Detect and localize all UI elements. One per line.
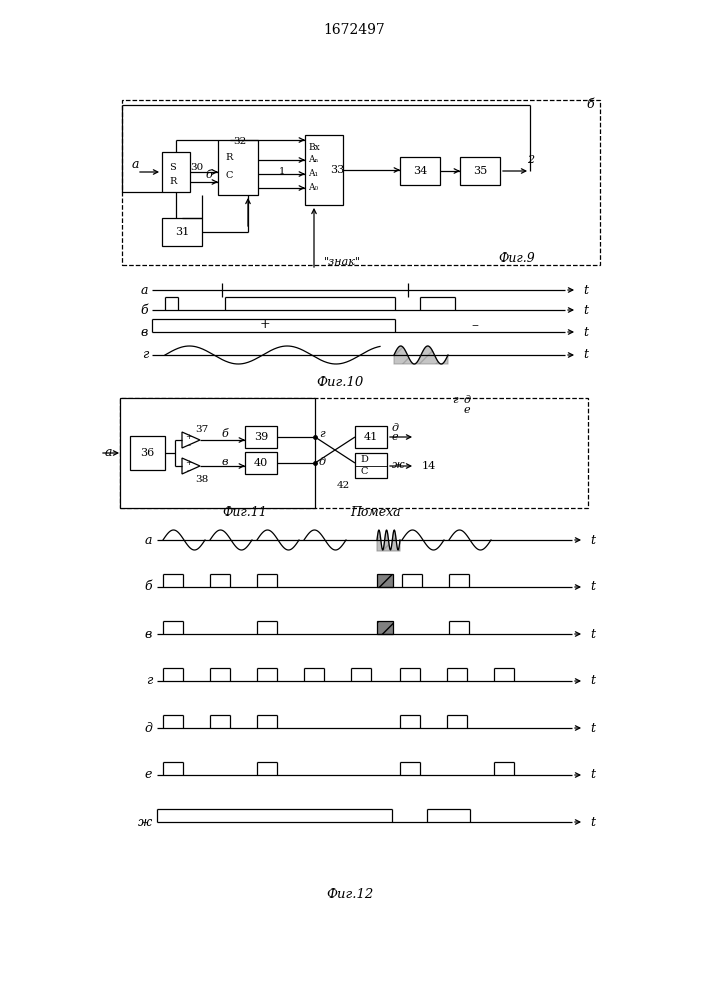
Text: 41: 41: [364, 432, 378, 442]
Text: t: t: [583, 304, 588, 316]
Bar: [245, 452, 277, 474]
Bar: [355, 426, 387, 448]
Text: A₀: A₀: [308, 184, 318, 192]
Text: 39: 39: [254, 432, 268, 442]
Text: 40: 40: [254, 458, 268, 468]
Text: +: +: [259, 318, 270, 332]
Text: б: б: [221, 429, 228, 439]
Text: б: б: [205, 170, 212, 180]
Text: +: +: [185, 459, 192, 467]
Bar: [130, 436, 165, 470]
Text: t: t: [590, 628, 595, 641]
Text: 36: 36: [140, 448, 154, 458]
Text: а: а: [105, 446, 112, 460]
Text: Фиг.10: Фиг.10: [316, 375, 363, 388]
Text: е: е: [464, 405, 470, 415]
Text: D: D: [360, 454, 368, 464]
Text: t: t: [590, 722, 595, 734]
Text: ж: ж: [392, 460, 404, 470]
Text: г: г: [141, 349, 148, 361]
Bar: [162, 218, 202, 246]
Bar: [120, 398, 315, 508]
Bar: [377, 621, 393, 634]
Text: 2: 2: [527, 155, 534, 165]
Text: Фиг.11: Фиг.11: [223, 506, 267, 518]
Text: г: г: [146, 674, 152, 688]
Text: д: д: [464, 395, 470, 405]
Text: б: б: [144, 580, 152, 593]
Text: +: +: [185, 433, 192, 441]
Text: д: д: [318, 457, 325, 467]
Text: t: t: [590, 816, 595, 828]
Text: 33: 33: [330, 165, 344, 175]
Text: 31: 31: [175, 227, 189, 237]
Text: в: в: [222, 457, 228, 467]
Text: 32: 32: [233, 137, 247, 146]
Text: C: C: [225, 170, 233, 180]
Text: б: б: [586, 99, 594, 111]
Text: 30: 30: [190, 162, 204, 172]
Text: Фиг.12: Фиг.12: [327, 888, 373, 902]
Text: б: б: [141, 304, 148, 316]
Text: A₁: A₁: [308, 169, 318, 178]
Text: в: в: [145, 628, 152, 641]
Text: Помеха: Помеха: [350, 506, 400, 518]
Text: в: в: [141, 326, 148, 338]
Text: 34: 34: [413, 166, 427, 176]
Text: 42: 42: [337, 482, 350, 490]
Text: t: t: [590, 534, 595, 546]
Text: г: г: [452, 395, 458, 405]
Text: t: t: [583, 349, 588, 361]
Text: е: е: [392, 432, 399, 442]
Bar: [305, 135, 343, 205]
Bar: [122, 100, 600, 265]
Text: г: г: [319, 429, 325, 439]
Text: е: е: [145, 768, 152, 782]
Bar: [120, 398, 588, 508]
Bar: [162, 152, 190, 192]
Text: –: –: [187, 441, 191, 449]
Text: 35: 35: [473, 166, 487, 176]
Text: t: t: [590, 580, 595, 593]
Text: 14: 14: [422, 461, 436, 471]
Bar: [355, 453, 387, 478]
Text: 1: 1: [279, 166, 285, 176]
Text: R: R: [169, 176, 176, 186]
Text: t: t: [583, 326, 588, 338]
Bar: [245, 426, 277, 448]
Text: д: д: [144, 722, 152, 734]
Text: д: д: [392, 423, 399, 433]
Bar: [377, 574, 393, 587]
Text: R: R: [225, 152, 233, 161]
Text: t: t: [590, 768, 595, 782]
Text: 37: 37: [195, 424, 209, 434]
Text: Aₙ: Aₙ: [308, 155, 318, 164]
Text: а: а: [132, 158, 139, 172]
Bar: [218, 140, 258, 195]
Text: ж: ж: [138, 816, 152, 828]
Text: Вх: Вх: [308, 142, 320, 151]
Text: –: –: [187, 466, 191, 474]
Text: S: S: [169, 162, 176, 172]
Text: Фиг.9: Фиг.9: [498, 251, 535, 264]
Text: C: C: [361, 468, 368, 477]
Bar: [400, 157, 440, 185]
Bar: [460, 157, 500, 185]
Text: а: а: [144, 534, 152, 546]
Text: а: а: [141, 284, 148, 296]
Text: –: –: [472, 318, 479, 332]
Text: 1672497: 1672497: [323, 23, 385, 37]
Text: 38: 38: [195, 475, 209, 484]
Text: t: t: [590, 674, 595, 688]
Text: "знак": "знак": [324, 257, 361, 267]
Text: t: t: [583, 284, 588, 296]
